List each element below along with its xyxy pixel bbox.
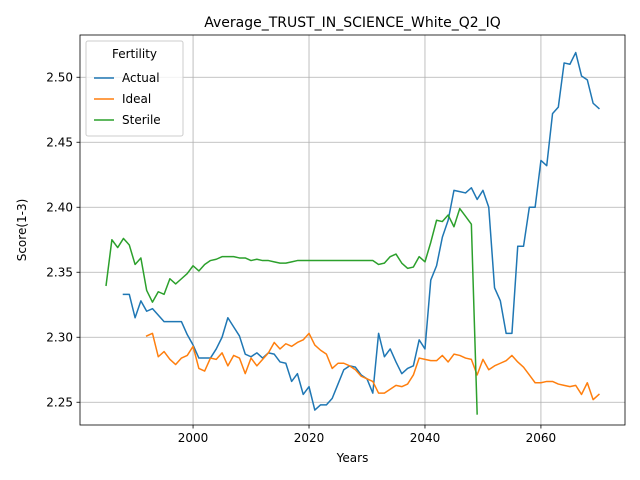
- legend-title: Fertility: [112, 47, 157, 61]
- plot-frame: [79, 34, 626, 426]
- x-tick-label: 2040: [410, 431, 441, 445]
- y-axis-label: Score(1-3): [15, 199, 29, 262]
- series-layer: [105, 51, 600, 415]
- chart-title: Average_TRUST_IN_SCIENCE_White_Q2_IQ: [204, 15, 501, 31]
- y-tick-label: 2.45: [46, 135, 73, 149]
- series-line-ideal: [145, 332, 600, 401]
- legend: Fertility Actual Ideal Sterile: [85, 40, 184, 137]
- y-tick-label: 2.40: [46, 200, 73, 214]
- legend-items: Actual Ideal Sterile: [94, 71, 161, 127]
- y-tick-label: 2.25: [46, 395, 73, 409]
- x-axis: 2000 2020 2040 2060: [178, 425, 556, 445]
- legend-box: [85, 40, 184, 137]
- y-tick-label: 2.50: [46, 70, 73, 84]
- legend-label-sterile: Sterile: [122, 113, 161, 127]
- x-axis-label: Years: [336, 451, 369, 465]
- x-tick-label: 2000: [178, 431, 209, 445]
- x-tick-label: 2060: [526, 431, 557, 445]
- grid-lines: [80, 35, 625, 425]
- legend-label-actual: Actual: [122, 71, 160, 85]
- y-tick-label: 2.30: [46, 330, 73, 344]
- series-line-sterile: [105, 207, 478, 415]
- y-tick-label: 2.35: [46, 265, 73, 279]
- legend-label-ideal: Ideal: [122, 92, 151, 106]
- series-line-actual: [122, 51, 600, 411]
- y-axis: 2.25 2.30 2.35 2.40 2.45 2.50: [46, 70, 80, 409]
- x-tick-label: 2020: [294, 431, 325, 445]
